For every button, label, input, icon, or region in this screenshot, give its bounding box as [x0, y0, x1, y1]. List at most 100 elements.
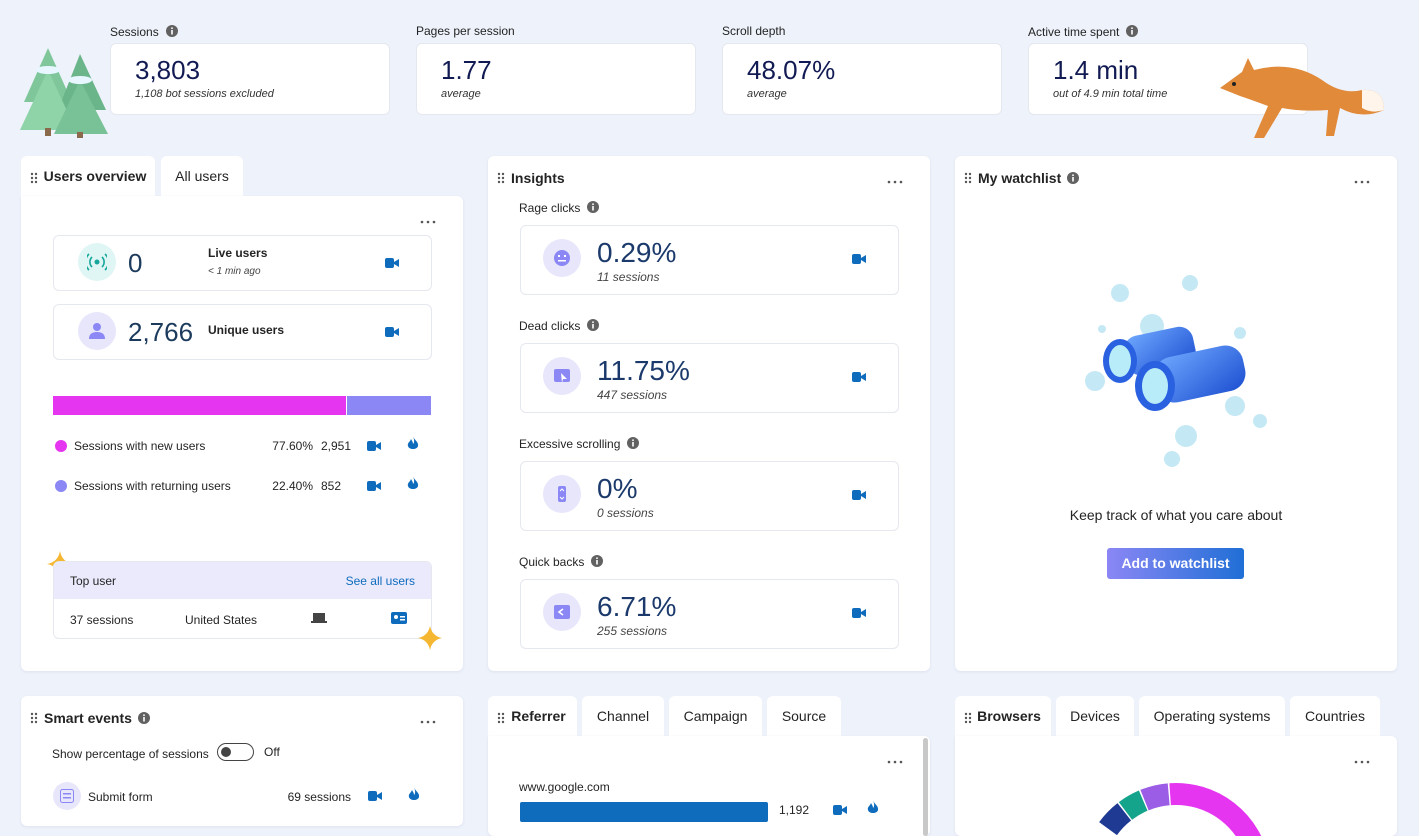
more-button[interactable] [886, 172, 904, 190]
tab[interactable]: Source [767, 696, 841, 736]
drag-handle[interactable] [497, 171, 505, 189]
insight-value: 0% [597, 473, 638, 504]
drag-handle[interactable] [964, 171, 972, 189]
icon-part [592, 206, 595, 211]
more-button[interactable] [419, 212, 437, 230]
icon-part [861, 255, 866, 263]
heatmap-button[interactable] [407, 476, 419, 496]
icon-part [964, 180, 968, 184]
add-watchlist-button[interactable]: Add to watchlist [1107, 548, 1244, 579]
more-button[interactable] [886, 752, 904, 770]
icon-part [367, 441, 381, 451]
icon-part [36, 66, 60, 74]
icon-part [30, 712, 38, 724]
recordings-button[interactable] [385, 325, 399, 343]
icon-part [501, 712, 505, 716]
tab[interactable]: Countries [1290, 696, 1380, 736]
legend-label: Sessions with new users [74, 439, 206, 453]
recordings-button[interactable] [852, 370, 866, 388]
tab[interactable]: Users overview [21, 156, 155, 196]
icon-part [852, 490, 861, 500]
icon-part [394, 259, 399, 267]
recordings-button[interactable] [852, 252, 866, 270]
icon-part [501, 176, 505, 180]
icon-part [367, 481, 376, 491]
tab[interactable]: Channel [582, 696, 664, 736]
more-button[interactable] [419, 712, 437, 730]
tab[interactable]: Referrer [488, 696, 577, 736]
icon-part [497, 172, 505, 184]
info-icon[interactable] [627, 437, 640, 451]
insight-note: 0 sessions [597, 506, 654, 520]
more-button[interactable] [1353, 172, 1371, 190]
icon-part [1360, 180, 1364, 184]
watchlist-panel: My watchlist Keep track of what you care… [955, 156, 1397, 671]
icon-part [887, 180, 891, 184]
info-icon[interactable] [587, 201, 600, 215]
users-panel: 0 Live users < 1 min ago 2,766 Unique us… [21, 196, 463, 671]
heatmap-button[interactable] [408, 787, 420, 807]
icon-part [1234, 327, 1246, 339]
panel-title-text: My watchlist [978, 170, 1062, 186]
icon-part [964, 712, 972, 724]
icon-part [964, 176, 968, 180]
icon-part [497, 712, 505, 724]
info-icon[interactable] [137, 710, 150, 726]
icon-part [861, 491, 866, 499]
icon-part [558, 260, 566, 262]
drag-handle[interactable] [30, 171, 38, 189]
heatmap-button[interactable] [867, 800, 879, 820]
icon-part [497, 712, 501, 716]
top-user-header [54, 562, 431, 599]
kpi-value: 48.07% [747, 55, 836, 85]
icon-part [30, 716, 34, 720]
icon-part [385, 327, 394, 337]
recordings-button[interactable] [852, 488, 866, 506]
insight-label: Excessive scrolling [519, 437, 640, 451]
more-button[interactable] [1353, 752, 1371, 770]
tab[interactable]: All users [161, 156, 243, 196]
tab[interactable]: Campaign [669, 696, 762, 736]
drag-handle[interactable] [30, 711, 38, 729]
icon-part [63, 793, 71, 795]
event-icon [53, 782, 81, 810]
kpi-label-text: Pages per session [416, 24, 515, 38]
info-icon[interactable] [1067, 170, 1080, 186]
info-icon[interactable] [591, 555, 604, 569]
live-card [53, 235, 432, 291]
icon-part [30, 180, 34, 184]
icon-part [391, 612, 407, 624]
event-label: Submit form [88, 790, 153, 804]
recordings-button[interactable] [852, 606, 866, 624]
info-icon[interactable] [587, 319, 600, 333]
see-all-link[interactable]: See all users [345, 574, 415, 588]
insight-value: 6.71% [597, 591, 677, 622]
heatmap-button[interactable] [407, 436, 419, 456]
id-icon[interactable] [391, 612, 407, 624]
icon-part [558, 486, 566, 502]
tab[interactable]: Devices [1056, 696, 1134, 736]
insight-glyph [553, 367, 571, 390]
tab[interactable]: Browsers [955, 696, 1051, 736]
drag-handle[interactable] [964, 711, 972, 729]
tab-label: Browsers [977, 708, 1041, 724]
recordings-button[interactable] [367, 439, 381, 457]
icon-part [833, 805, 847, 815]
icon-part [1182, 275, 1198, 291]
kpi-value: 3,803 [135, 55, 201, 85]
scrollbar[interactable] [923, 738, 928, 836]
icon-part [554, 605, 570, 619]
recordings-button[interactable] [385, 256, 399, 274]
info-icon[interactable] [1126, 25, 1139, 39]
icon-part [420, 220, 436, 224]
insight-label-text: Rage clicks [519, 201, 581, 215]
recordings-button[interactable] [833, 803, 847, 821]
recordings-button[interactable] [368, 789, 382, 807]
recordings-button[interactable] [367, 479, 381, 497]
drag-handle[interactable] [497, 711, 505, 729]
tab[interactable]: Operating systems [1139, 696, 1285, 736]
info-icon[interactable] [165, 25, 178, 39]
toggle[interactable] [217, 743, 254, 761]
insight-card [520, 579, 899, 649]
icon-part [1131, 30, 1134, 35]
